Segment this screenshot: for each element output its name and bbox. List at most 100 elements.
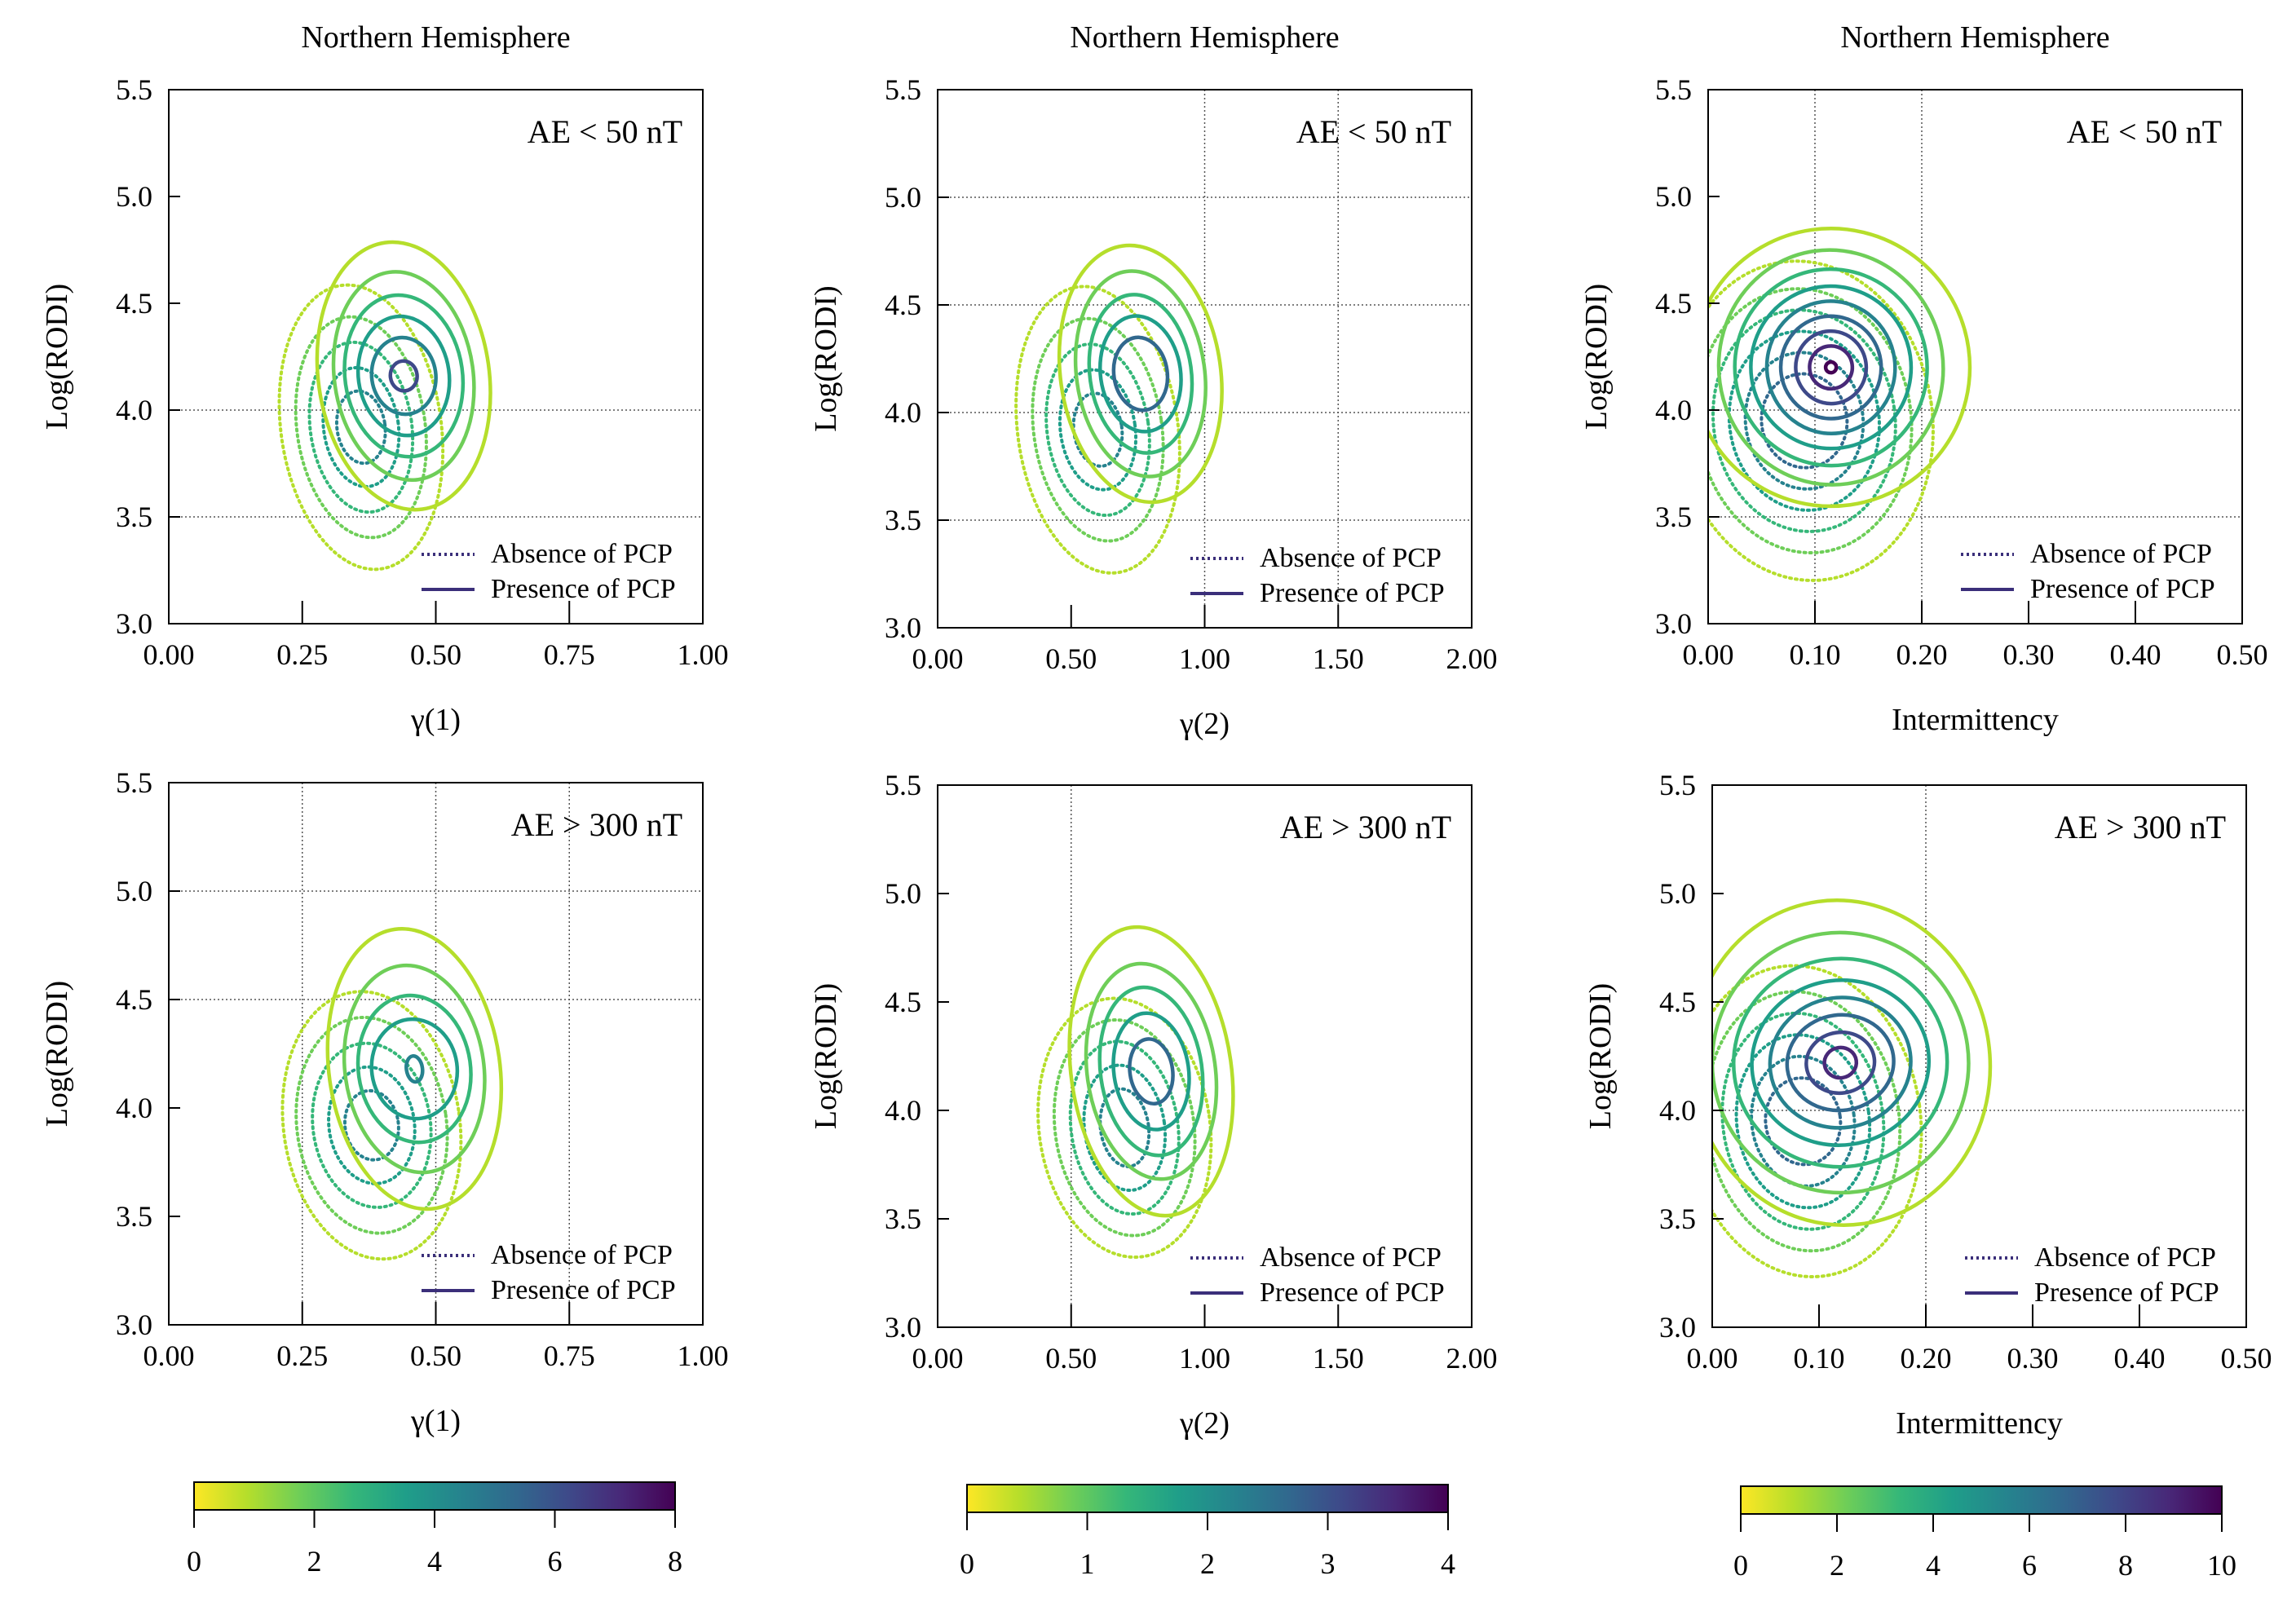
y-tick-label: 5.0	[1655, 180, 1692, 213]
y-tick-label: 5.5	[885, 769, 921, 801]
y-tick-label: 3.5	[116, 1200, 152, 1233]
x-tick-label: 0.75	[544, 1339, 595, 1372]
presence-contour-level-6	[1785, 1013, 1896, 1113]
y-axis-label: Log(RODI)	[809, 983, 843, 1129]
presence-contour-level-3	[355, 993, 473, 1145]
y-tick-label: 4.0	[116, 1092, 152, 1124]
absence-contour-level-5	[342, 1088, 400, 1162]
x-tick-label: 0.75	[544, 638, 595, 671]
presence-contour-level-4	[1750, 978, 1932, 1147]
y-tick-label: 3.0	[1655, 607, 1692, 640]
panel-title: Northern Hemisphere	[301, 20, 570, 55]
y-tick-label: 5.0	[1659, 877, 1696, 910]
x-tick-label: 0.50	[1045, 1342, 1097, 1375]
presence-contour-level-3	[342, 293, 466, 459]
y-tick-label: 3.0	[116, 1309, 152, 1341]
legend-label-presence: Presence of PCP	[2030, 574, 2215, 604]
y-axis-label: Log(RODI)	[1583, 983, 1618, 1129]
x-tick-label: 1.50	[1313, 1342, 1364, 1375]
y-tick-label: 3.0	[1659, 1311, 1696, 1344]
absence-contour-level-4	[1734, 1033, 1872, 1210]
colorbar-tick-label: 1	[1080, 1547, 1095, 1580]
ae-annotation: AE > 300 nT	[2055, 809, 2226, 845]
absence-contour-level-2	[294, 315, 428, 540]
colorbar-gradient	[193, 1481, 676, 1511]
presence-contour-level-4	[1111, 1011, 1191, 1132]
y-tick-label: 4.5	[885, 289, 921, 321]
presence-contour-level-1	[325, 927, 504, 1211]
x-tick-label: 2.00	[1446, 642, 1498, 675]
presence-contour-level-4	[1749, 284, 1914, 451]
y-tick-label: 4.5	[1659, 986, 1696, 1018]
presence-contour-level-2	[1712, 930, 1971, 1195]
colorbar-tick-label: 2	[1200, 1547, 1215, 1580]
y-axis-label: Log(RODI)	[40, 981, 74, 1127]
presence-contour-level-5	[369, 335, 438, 417]
panel-title: Northern Hemisphere	[1840, 20, 2109, 55]
x-tick-label: 1.50	[1313, 642, 1364, 675]
chart-panel-2: 0.00 0.50 1.00 1.50 2.00 3.0 3.5 4.0 4.5 5.0 5.5 γ(…	[809, 20, 1498, 741]
absence-contour-level-1	[280, 990, 463, 1261]
axes-frame	[1711, 784, 2247, 1328]
absence-contour-level-1	[1014, 285, 1181, 575]
ae-annotation: AE < 50 nT	[1296, 113, 1451, 150]
x-tick-label: 0.00	[144, 638, 195, 671]
y-axis-label: Log(RODI)	[1579, 284, 1614, 430]
y-axis-label: Log(RODI)	[40, 284, 74, 430]
presence-contour-level-8	[1822, 1045, 1859, 1080]
presence-contour-level-3	[1097, 985, 1205, 1158]
y-tick-label: 4.0	[885, 1094, 921, 1127]
axes-frame	[1707, 89, 2243, 624]
presence-contour-level-1	[1067, 925, 1235, 1218]
absence-contour-level-5	[334, 389, 387, 466]
colorbar-gradient	[966, 1484, 1449, 1513]
presence-contour-level-4	[355, 314, 452, 438]
y-tick-label: 4.5	[116, 287, 152, 320]
colorbar-tick-label: 8	[668, 1545, 682, 1578]
x-axis-label: γ(2)	[1179, 1406, 1230, 1441]
presence-contour-level-8	[1808, 344, 1855, 391]
colorbar-tick-label: 4	[1926, 1549, 1941, 1582]
y-tick-label: 4.0	[116, 394, 152, 426]
colorbar-tick-label: 0	[1733, 1549, 1748, 1582]
x-axis-label: γ(1)	[410, 703, 461, 737]
colorbar-1: 0 2 4 6 8	[187, 1481, 682, 1578]
y-tick-label: 5.0	[885, 877, 921, 910]
y-tick-label: 3.0	[885, 611, 921, 644]
y-tick-label: 3.5	[116, 501, 152, 533]
x-tick-label: 0.25	[276, 1339, 328, 1372]
presence-contour-level-2	[1084, 961, 1219, 1181]
x-tick-label: 0.40	[2114, 1342, 2166, 1375]
presence-contour-level-2	[1716, 248, 1945, 487]
presence-contour-level-5	[1764, 299, 1897, 436]
y-tick-label: 4.0	[885, 396, 921, 429]
legend-label-presence: Presence of PCP	[1260, 578, 1445, 608]
x-tick-label: 2.00	[1446, 1342, 1498, 1375]
legend-label-absence: Absence of PCP	[491, 1240, 673, 1270]
colorbar-3: 0 2 4 6 8 10	[1733, 1485, 2236, 1582]
contour-group	[1014, 243, 1224, 575]
chart-panel-1: 0.00 0.25 0.50 0.75 1.00 3.0 3.5 4.0 4.5 5.0 5.5 γ(…	[40, 20, 729, 737]
x-tick-label: 0.50	[2217, 638, 2268, 671]
colorbar-gradient	[1740, 1485, 2223, 1515]
x-tick-label: 0.00	[912, 642, 964, 675]
presence-contour-level-9	[1823, 360, 1839, 375]
ae-annotation: AE < 50 nT	[2067, 113, 2222, 150]
x-tick-label: 0.00	[1683, 638, 1734, 671]
x-tick-label: 0.00	[912, 1342, 964, 1375]
presence-contour-level-4	[369, 1017, 460, 1121]
legend-label-presence: Presence of PCP	[491, 574, 676, 604]
y-tick-label: 3.0	[885, 1311, 921, 1344]
absence-contour-level-4	[1082, 1063, 1168, 1192]
colorbar-tick-label: 6	[548, 1545, 563, 1578]
absence-contour-level-2	[294, 1015, 449, 1235]
colorbar-tick-label: 2	[1830, 1549, 1844, 1582]
y-tick-label: 5.5	[1659, 769, 1696, 801]
y-tick-label: 5.0	[116, 180, 152, 213]
y-tick-label: 4.5	[885, 986, 921, 1018]
absence-contour-level-5	[1071, 391, 1124, 468]
x-tick-label: 0.10	[1790, 638, 1841, 671]
y-axis-label: Log(RODI)	[809, 285, 843, 431]
colorbar-tick-label: 0	[960, 1547, 974, 1580]
